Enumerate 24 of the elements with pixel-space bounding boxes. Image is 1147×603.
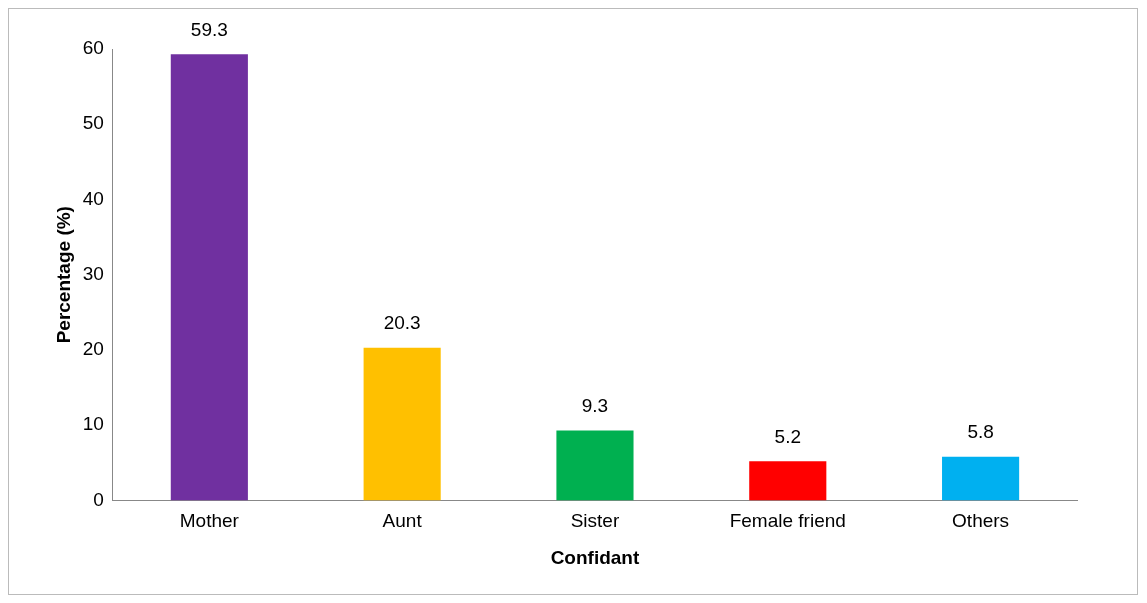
y-tick-label: 50: [82, 112, 104, 134]
x-tick-label: Mother: [179, 510, 240, 532]
y-tick-label: 60: [82, 37, 104, 59]
data-label: 5.8: [967, 421, 994, 443]
data-label: 59.3: [190, 19, 228, 40]
y-axis-title: Percentage (%): [52, 206, 74, 344]
y-tick-label: 20: [82, 338, 104, 360]
y-tick-label: 0: [93, 488, 104, 510]
y-tick-label: 40: [82, 187, 104, 209]
data-label: 20.3: [383, 312, 421, 334]
bar: [170, 54, 248, 501]
data-label: 5.2: [774, 426, 801, 448]
bar: [556, 430, 634, 501]
x-tick-label: Sister: [570, 510, 620, 532]
bar: [749, 461, 827, 501]
x-tick-label: Aunt: [382, 510, 423, 532]
bar: [942, 456, 1020, 501]
data-label: 9.3: [581, 395, 609, 417]
x-tick-label: Female friend: [729, 510, 846, 532]
bar: [363, 347, 441, 501]
x-tick-label: Others: [952, 510, 1010, 532]
y-tick-label: 10: [82, 413, 104, 435]
x-axis-title: Confidant: [550, 546, 640, 568]
y-tick-label: 30: [82, 262, 104, 284]
